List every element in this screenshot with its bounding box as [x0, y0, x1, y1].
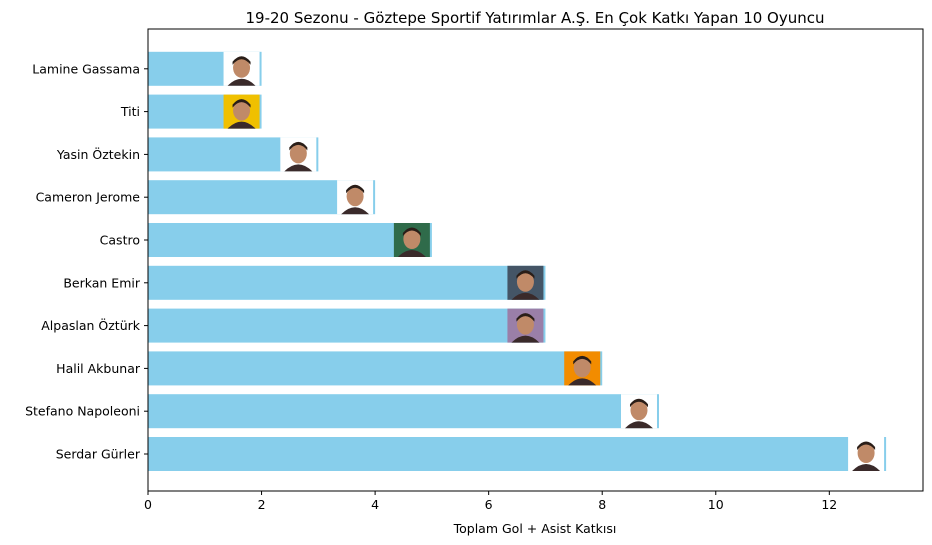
x-tick-label: 10	[708, 497, 724, 512]
x-axis-label: Toplam Gol + Asist Katkısı	[453, 521, 617, 536]
player-photo	[620, 394, 657, 429]
chart-title: 19-20 Sezonu - Göztepe Sportif Yatırımla…	[245, 9, 824, 27]
y-tick-label: Titi	[120, 104, 140, 119]
y-tick-label: Cameron Jerome	[36, 190, 141, 205]
player-photo	[848, 437, 885, 471]
player-photo	[564, 351, 601, 386]
y-tick-label: Alpaslan Öztürk	[41, 317, 141, 333]
player-photo	[337, 180, 374, 215]
player-photo	[223, 51, 260, 86]
y-axis: Serdar Gürler Stefano Napoleoni Halil Akbu…	[25, 61, 148, 462]
y-tick-label: Yasin Öztekin	[56, 146, 140, 162]
bar	[148, 308, 546, 343]
y-tick-label: Berkan Emir	[63, 275, 141, 290]
y-tick-label: Stefano Napoleoni	[25, 404, 140, 419]
x-axis: 0 2 4 6 8 10 12	[144, 491, 837, 512]
bar	[148, 437, 887, 471]
x-tick-label: 8	[598, 497, 606, 512]
player-photo	[507, 265, 544, 300]
bar	[148, 265, 546, 300]
bar	[148, 351, 603, 386]
player-photo	[280, 137, 317, 172]
y-tick-label: Halil Akbunar	[56, 361, 141, 376]
x-tick-label: 12	[821, 497, 837, 512]
player-photo	[393, 223, 430, 257]
plot-frame	[147, 28, 924, 492]
bar	[148, 223, 432, 257]
player-photos	[223, 51, 885, 471]
y-tick-label: Castro	[100, 233, 140, 248]
player-photo	[507, 308, 544, 343]
x-tick-label: 4	[371, 497, 379, 512]
y-tick-label: Lamine Gassama	[32, 61, 140, 76]
player-photo	[223, 94, 260, 129]
y-tick-label: Serdar Gürler	[56, 447, 141, 462]
x-tick-label: 6	[485, 497, 493, 512]
x-tick-label: 2	[258, 497, 266, 512]
bars	[148, 51, 887, 471]
bar	[148, 394, 659, 429]
x-tick-label: 0	[144, 497, 152, 512]
